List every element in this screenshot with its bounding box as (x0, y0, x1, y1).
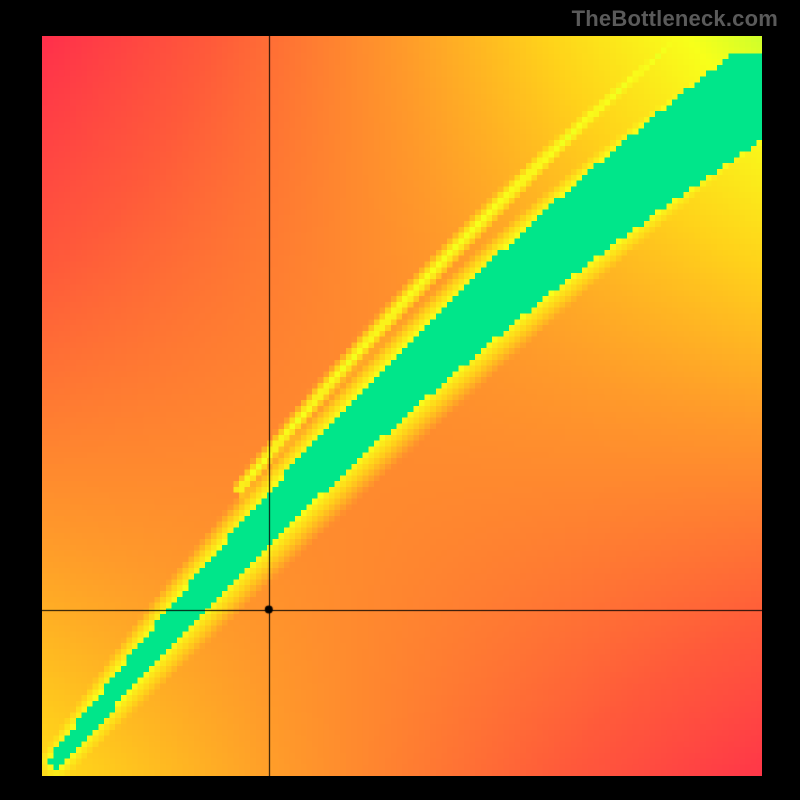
crosshair-overlay (42, 36, 762, 776)
source-watermark: TheBottleneck.com (572, 6, 778, 32)
